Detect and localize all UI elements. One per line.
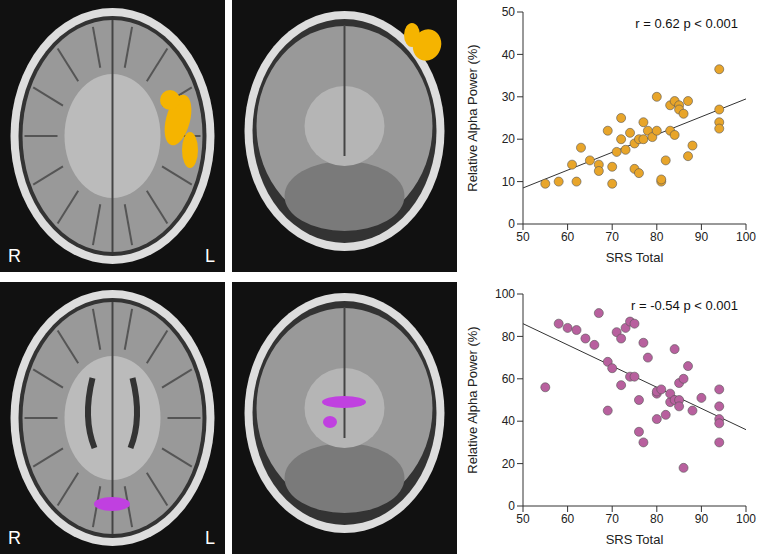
svg-text:80: 80 (502, 330, 516, 344)
svg-text:R: R (8, 528, 21, 548)
svg-text:60: 60 (561, 230, 575, 244)
svg-text:100: 100 (736, 230, 756, 244)
svg-text:20: 20 (502, 132, 516, 146)
svg-text:30: 30 (502, 90, 516, 104)
svg-text:40: 40 (502, 414, 516, 428)
svg-text:90: 90 (695, 230, 709, 244)
svg-text:SRS Total: SRS Total (606, 532, 664, 547)
svg-text:50: 50 (502, 5, 516, 19)
svg-text:80: 80 (650, 230, 664, 244)
svg-text:R: R (8, 246, 21, 266)
svg-text:10: 10 (502, 175, 516, 189)
svg-text:100: 100 (736, 512, 756, 526)
svg-text:L: L (205, 528, 215, 548)
svg-text:80: 80 (650, 512, 664, 526)
svg-text:100: 100 (495, 287, 515, 301)
svg-text:50: 50 (516, 230, 530, 244)
svg-text:Relative Alpha Power (%): Relative Alpha Power (%) (465, 44, 480, 191)
svg-text:40: 40 (502, 48, 516, 62)
svg-text:Relative Alpha Power (%): Relative Alpha Power (%) (465, 326, 480, 473)
html-text:r = -0.54 p < 0.001: r = -0.54 p < 0.001 (631, 298, 738, 313)
svg-text:70: 70 (606, 230, 620, 244)
svg-text:0: 0 (508, 217, 515, 231)
svg-text:50: 50 (516, 512, 530, 526)
svg-text:SRS Total: SRS Total (606, 250, 664, 265)
svg-text:60: 60 (561, 512, 575, 526)
html-text:r = 0.62 p < 0.001: r = 0.62 p < 0.001 (635, 16, 738, 31)
svg-text:60: 60 (502, 372, 516, 386)
svg-text:90: 90 (695, 512, 709, 526)
svg-text:20: 20 (502, 457, 516, 471)
svg-text:0: 0 (508, 499, 515, 513)
svg-text:L: L (205, 246, 215, 266)
svg-text:70: 70 (606, 512, 620, 526)
